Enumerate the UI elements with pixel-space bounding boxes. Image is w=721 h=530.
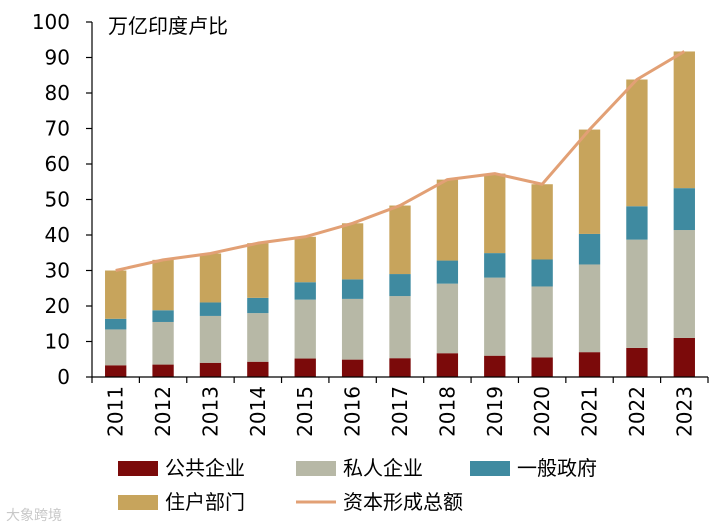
bar-segment [531, 184, 553, 260]
bar-segment [531, 286, 553, 358]
bar-segment [341, 359, 364, 377]
y-tick-label: 20 [45, 294, 70, 318]
y-tick-label: 90 [45, 46, 70, 70]
bar-segment [341, 298, 364, 360]
bar-segment [484, 253, 506, 278]
x-tick-label: 2021 [578, 386, 602, 437]
bar-segment [484, 173, 506, 254]
y-tick-label: 30 [45, 259, 70, 283]
legend-swatch [118, 495, 158, 510]
x-tick-label: 2015 [293, 386, 317, 437]
y-tick-label: 40 [45, 223, 70, 247]
bar-segment [484, 277, 506, 356]
bar-segment [247, 361, 269, 377]
legend-label: 公共企业 [165, 456, 245, 480]
bar-segment [341, 279, 364, 299]
bar-segment [199, 362, 222, 377]
bar-segment [531, 357, 553, 377]
x-tick-label: 2022 [625, 386, 649, 437]
y-tick-label: 80 [45, 81, 70, 105]
x-tick-label: 2014 [246, 386, 270, 437]
bar-segment [436, 260, 459, 284]
y-tick-label: 70 [45, 117, 70, 141]
bar-segment [436, 283, 459, 354]
x-tick-label: 2017 [388, 386, 412, 437]
y-tick-label: 60 [45, 152, 70, 176]
bar-segment [199, 253, 222, 303]
bar-segment [389, 205, 411, 275]
unit-label: 万亿印度卢比 [108, 14, 228, 38]
y-tick-label: 0 [57, 365, 70, 389]
bar-segment [105, 270, 127, 319]
bar-segment [152, 310, 174, 322]
legend-label: 一般政府 [517, 456, 597, 480]
bar-segment [626, 347, 648, 377]
bar-segment [484, 355, 506, 377]
bar-segment [673, 188, 695, 231]
bar-segment [389, 296, 411, 359]
legend-label: 私人企业 [343, 456, 423, 480]
legend-swatch [118, 461, 158, 476]
bar-segment [294, 358, 316, 377]
bar-segment [673, 230, 695, 338]
legend-label: 住户部门 [165, 490, 245, 514]
x-tick-label: 2013 [198, 386, 222, 437]
total-line [115, 50, 686, 272]
y-tick-label: 50 [45, 188, 70, 212]
bar-segment [247, 297, 269, 314]
bar-segment [247, 313, 269, 362]
bar-segment [152, 259, 174, 311]
x-tick-label: 2012 [151, 386, 175, 437]
y-tick-label: 100 [32, 10, 70, 34]
bar-segment [389, 274, 411, 297]
bar-segment [247, 243, 269, 298]
bar-segment [105, 365, 127, 377]
bar-segment [152, 364, 174, 377]
bar-segment [199, 315, 222, 363]
bar-segment [578, 129, 601, 234]
legend-label: 资本形成总额 [343, 490, 463, 514]
x-axis-ticks: 2011 2012 2013 2014 2015 2016 2017 2018 2019 2020… [91, 377, 709, 437]
bar-segment [152, 321, 174, 365]
legend-swatch [470, 461, 510, 476]
y-tick-label: 10 [45, 330, 70, 354]
bar-segment [578, 264, 601, 353]
bar-segment [673, 337, 695, 377]
x-tick-label: 2020 [530, 386, 554, 437]
y-axis-ticks: 0 10 20 30 40 50 60 70 80 90 100 [32, 10, 92, 389]
bar-segment [294, 236, 316, 283]
x-tick-label: 2019 [483, 386, 507, 437]
bar-segment [389, 358, 411, 377]
bar-segment [578, 352, 601, 377]
watermark: 大象跨境 [6, 508, 62, 524]
bar-segment [294, 282, 316, 300]
x-tick-label: 2018 [435, 386, 459, 437]
total-line-series [115, 50, 686, 272]
bar-segment [294, 299, 316, 359]
x-tick-label: 2023 [672, 386, 696, 437]
x-tick-label: 2016 [341, 386, 365, 437]
bar-segment [626, 239, 648, 348]
bar-segment [626, 206, 648, 240]
bar-segment [199, 302, 222, 316]
bar-segment [105, 329, 127, 366]
bar-segment [626, 79, 648, 207]
bar-segment [531, 259, 553, 287]
x-tick-label: 2011 [104, 386, 128, 437]
bar-segment [436, 179, 459, 261]
bar-segment [436, 353, 459, 377]
bar-segment [341, 223, 364, 280]
bar-segment [105, 318, 127, 330]
bar-segment [578, 233, 601, 265]
legend-swatch [296, 461, 336, 476]
bars [105, 51, 695, 377]
bar-segment [673, 51, 695, 189]
